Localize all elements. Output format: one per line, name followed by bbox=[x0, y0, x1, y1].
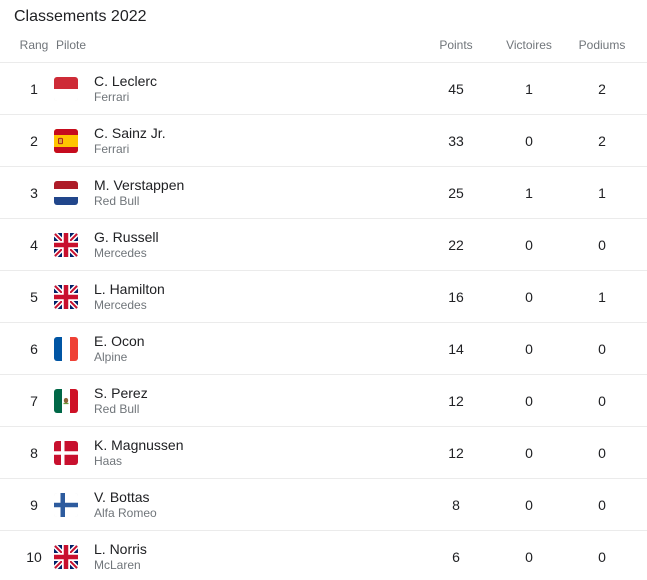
uk-flag-icon bbox=[54, 284, 78, 309]
column-header-points: Points bbox=[439, 37, 473, 52]
table-row[interactable]: 6 E. Ocon Alpine 14 0 0 bbox=[0, 322, 647, 374]
victories-cell: 0 bbox=[525, 548, 533, 565]
driver-team: Red Bull bbox=[94, 402, 140, 416]
driver-team: Mercedes bbox=[94, 298, 147, 312]
rank-cell: 8 bbox=[30, 444, 38, 461]
victories-cell: 0 bbox=[525, 132, 533, 149]
table-row[interactable]: 7 S. Perez Red Bull 12 0 0 bbox=[0, 374, 647, 426]
driver-name: L. Norris bbox=[94, 541, 147, 557]
points-cell: 14 bbox=[448, 340, 464, 357]
rank-cell: 3 bbox=[30, 184, 38, 201]
table-row[interactable]: 2 C. Sainz Jr. Ferrari 33 0 2 bbox=[0, 114, 647, 166]
podiums-cell: 0 bbox=[598, 496, 606, 513]
netherlands-flag-icon bbox=[54, 180, 78, 205]
victories-cell: 0 bbox=[525, 392, 533, 409]
podiums-cell: 0 bbox=[598, 392, 606, 409]
page-title: Classements 2022 bbox=[14, 8, 147, 25]
rank-cell: 7 bbox=[30, 392, 38, 409]
victories-cell: 1 bbox=[525, 80, 533, 97]
points-cell: 12 bbox=[448, 444, 464, 461]
table-row[interactable]: 8 K. Magnussen Haas 12 0 0 bbox=[0, 426, 647, 478]
podiums-cell: 1 bbox=[598, 184, 606, 201]
victories-cell: 0 bbox=[525, 444, 533, 461]
driver-team: Red Bull bbox=[94, 194, 140, 208]
points-cell: 8 bbox=[452, 496, 460, 513]
points-cell: 33 bbox=[448, 132, 464, 149]
victories-cell: 1 bbox=[525, 184, 533, 201]
podiums-cell: 0 bbox=[598, 444, 606, 461]
driver-name: E. Ocon bbox=[94, 333, 145, 349]
driver-team: Ferrari bbox=[94, 142, 130, 156]
france-flag-icon bbox=[54, 336, 78, 361]
points-cell: 22 bbox=[448, 236, 464, 253]
mexico-flag-icon bbox=[54, 388, 78, 413]
driver-name: L. Hamilton bbox=[94, 281, 165, 297]
column-header-rank: Rang bbox=[19, 37, 49, 52]
rank-cell: 1 bbox=[30, 80, 38, 97]
table-header-row: Rang Pilote Points Victoires Podiums bbox=[0, 27, 647, 62]
denmark-flag-icon bbox=[54, 440, 78, 465]
driver-name: C. Leclerc bbox=[94, 73, 158, 89]
points-cell: 12 bbox=[448, 392, 464, 409]
rank-cell: 9 bbox=[30, 496, 38, 513]
table-row[interactable]: 9 V. Bottas Alfa Romeo 8 0 0 bbox=[0, 478, 647, 530]
victories-cell: 0 bbox=[525, 288, 533, 305]
uk-flag-icon bbox=[54, 232, 78, 257]
points-cell: 25 bbox=[448, 184, 464, 201]
finland-flag-icon bbox=[54, 492, 78, 517]
points-cell: 6 bbox=[452, 548, 460, 565]
table-row[interactable]: 3 M. Verstappen Red Bull 25 1 1 bbox=[0, 166, 647, 218]
table-row[interactable]: 1 C. Leclerc Ferrari 45 1 2 bbox=[0, 62, 647, 114]
driver-team: Alpine bbox=[94, 350, 128, 364]
table-row[interactable]: 10 L. Norris McLaren 6 0 0 bbox=[0, 530, 647, 580]
victories-cell: 0 bbox=[525, 496, 533, 513]
driver-name: C. Sainz Jr. bbox=[94, 125, 166, 141]
driver-name: M. Verstappen bbox=[94, 177, 185, 193]
column-header-victories: Victoires bbox=[506, 37, 552, 52]
rank-cell: 5 bbox=[30, 288, 38, 305]
standings-table: 1 C. Leclerc Ferrari 45 1 2 2 C. Sainz J… bbox=[0, 62, 647, 580]
podiums-cell: 2 bbox=[598, 80, 606, 97]
podiums-cell: 0 bbox=[598, 340, 606, 357]
podiums-cell: 2 bbox=[598, 132, 606, 149]
rank-cell: 4 bbox=[30, 236, 38, 253]
driver-team: Ferrari bbox=[94, 90, 130, 104]
monaco-flag-icon bbox=[54, 76, 78, 101]
table-row[interactable]: 4 G. Russell Mercedes 22 0 0 bbox=[0, 218, 647, 270]
points-cell: 16 bbox=[448, 288, 464, 305]
rank-cell: 6 bbox=[30, 340, 38, 357]
points-cell: 45 bbox=[448, 80, 464, 97]
rank-cell: 2 bbox=[30, 132, 38, 149]
driver-name: V. Bottas bbox=[94, 489, 150, 505]
victories-cell: 0 bbox=[525, 236, 533, 253]
podiums-cell: 0 bbox=[598, 548, 606, 565]
driver-team: Alfa Romeo bbox=[94, 506, 157, 520]
column-header-pilot: Pilote bbox=[56, 37, 87, 52]
uk-flag-icon bbox=[54, 544, 78, 569]
victories-cell: 0 bbox=[525, 340, 533, 357]
driver-team: McLaren bbox=[94, 558, 141, 572]
podiums-cell: 0 bbox=[598, 236, 606, 253]
table-row[interactable]: 5 L. Hamilton Mercedes 16 0 1 bbox=[0, 270, 647, 322]
rank-cell: 10 bbox=[26, 548, 42, 565]
driver-team: Haas bbox=[94, 454, 123, 468]
column-header-podiums: Podiums bbox=[578, 37, 626, 52]
driver-name: S. Perez bbox=[94, 385, 148, 401]
driver-name: G. Russell bbox=[94, 229, 159, 245]
spain-flag-icon bbox=[54, 128, 78, 153]
driver-name: K. Magnussen bbox=[94, 437, 184, 453]
podiums-cell: 1 bbox=[598, 288, 606, 305]
driver-team: Mercedes bbox=[94, 246, 147, 260]
